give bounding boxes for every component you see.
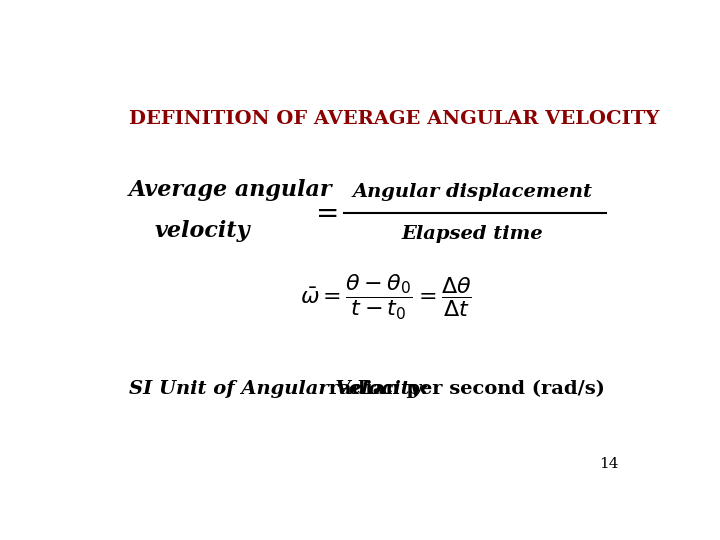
- Text: radian per second (rad/s): radian per second (rad/s): [322, 380, 605, 398]
- Text: Average angular: Average angular: [129, 179, 333, 200]
- Text: 14: 14: [599, 457, 618, 471]
- Text: Angular displacement: Angular displacement: [352, 183, 593, 201]
- Text: $\bar{\omega} = \dfrac{\theta-\theta_0}{t-t_0} = \dfrac{\Delta\theta}{\Delta t}$: $\bar{\omega} = \dfrac{\theta-\theta_0}{…: [300, 273, 472, 322]
- Text: Elapsed time: Elapsed time: [402, 225, 543, 244]
- Text: velocity: velocity: [154, 220, 250, 242]
- Text: DEFINITION OF AVERAGE ANGULAR VELOCITY: DEFINITION OF AVERAGE ANGULAR VELOCITY: [129, 110, 660, 128]
- Text: $=$: $=$: [310, 199, 338, 226]
- Text: SI Unit of Angular Velocity:: SI Unit of Angular Velocity:: [129, 380, 428, 398]
